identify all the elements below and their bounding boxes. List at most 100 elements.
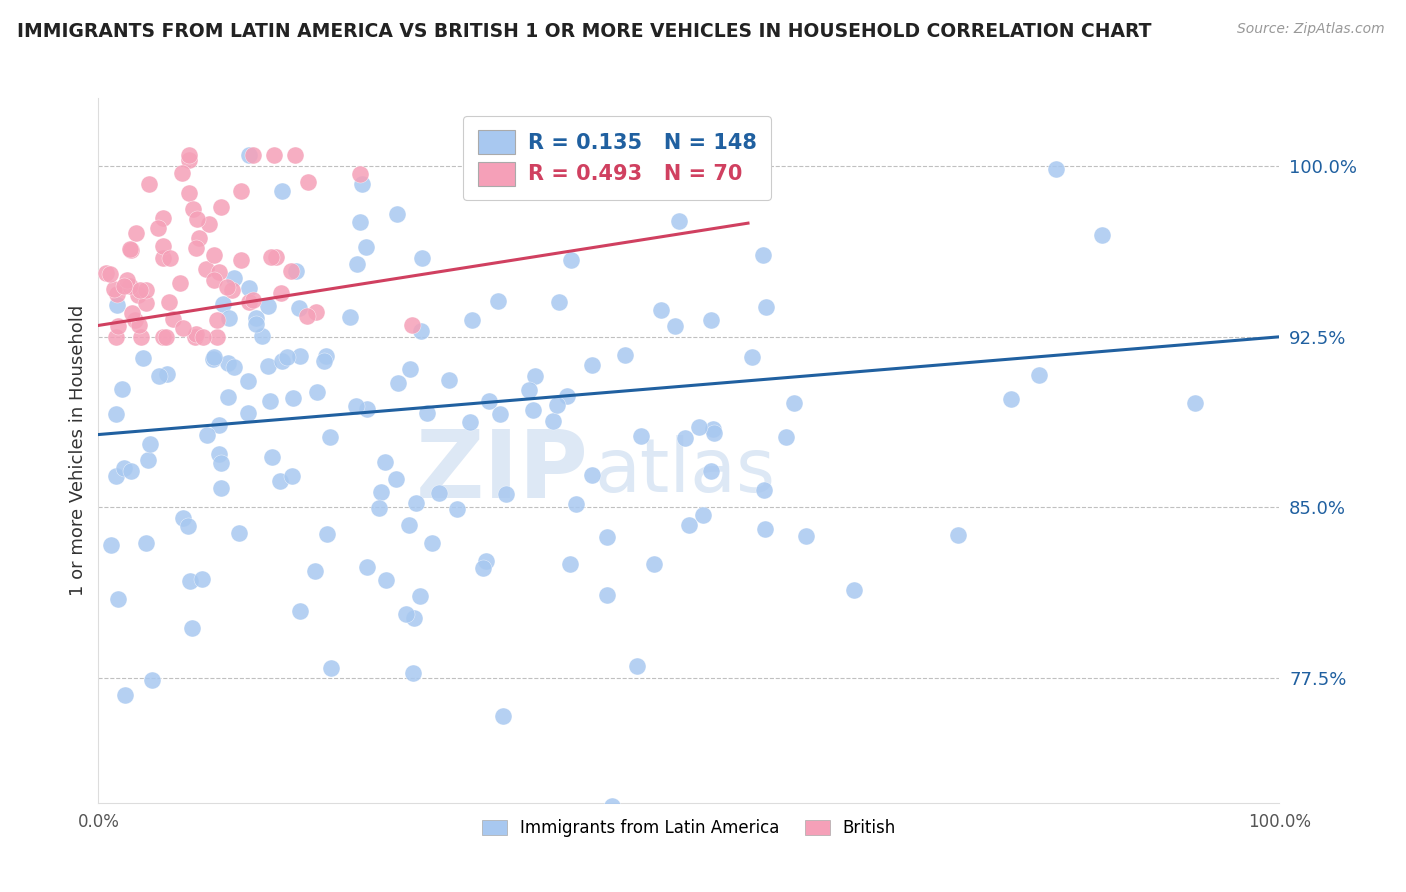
Point <box>295 309 318 323</box>
Point <box>842 582 865 597</box>
Point <box>181 202 204 216</box>
Point <box>152 252 174 266</box>
Point <box>105 468 128 483</box>
Point <box>135 535 157 549</box>
Point <box>703 426 725 441</box>
Point <box>155 330 177 344</box>
Point <box>159 252 181 266</box>
Point <box>217 390 239 404</box>
Point <box>217 356 239 370</box>
Point <box>215 280 238 294</box>
Point <box>664 319 686 334</box>
Point <box>259 393 281 408</box>
Point <box>489 407 512 421</box>
Point <box>284 148 307 162</box>
Point <box>522 402 544 417</box>
Point <box>346 257 368 271</box>
Point <box>492 709 515 723</box>
Point <box>319 430 342 444</box>
Point <box>439 373 461 387</box>
Point <box>783 395 806 409</box>
Point <box>339 310 361 324</box>
Point <box>260 450 283 464</box>
Point <box>409 589 432 603</box>
Point <box>596 530 619 544</box>
Point <box>395 607 418 622</box>
Point <box>105 298 128 312</box>
Point <box>135 283 157 297</box>
Point <box>546 398 568 412</box>
Point <box>184 326 207 341</box>
Point <box>600 798 623 813</box>
Point <box>209 200 232 214</box>
Point <box>269 475 291 489</box>
Point <box>460 415 482 429</box>
Point <box>495 487 517 501</box>
Point <box>209 456 232 470</box>
Point <box>221 284 243 298</box>
Point <box>172 510 194 524</box>
Point <box>229 184 252 198</box>
Point <box>138 177 160 191</box>
Point <box>242 148 264 162</box>
Point <box>120 464 142 478</box>
Point <box>374 455 396 469</box>
Point <box>398 518 420 533</box>
Point <box>121 306 143 320</box>
Point <box>692 508 714 523</box>
Point <box>224 359 246 374</box>
Point <box>420 536 443 550</box>
Point <box>270 354 292 368</box>
Point <box>387 376 409 390</box>
Point <box>202 273 225 287</box>
Point <box>486 293 509 308</box>
Point <box>208 265 231 279</box>
Point <box>288 301 311 315</box>
Point <box>156 367 179 381</box>
Point <box>1184 396 1206 410</box>
Point <box>148 368 170 383</box>
Point <box>700 312 723 326</box>
Point <box>304 564 326 578</box>
Point <box>314 354 336 368</box>
Point <box>315 349 337 363</box>
Point <box>250 329 273 343</box>
Point <box>751 248 773 262</box>
Point <box>238 405 260 419</box>
Point <box>283 391 305 405</box>
Point <box>238 281 260 295</box>
Point <box>202 248 225 262</box>
Point <box>218 310 240 325</box>
Point <box>596 588 619 602</box>
Point <box>105 407 128 421</box>
Point <box>197 217 219 231</box>
Point <box>475 554 498 568</box>
Point <box>231 252 253 267</box>
Point <box>754 522 776 536</box>
Point <box>402 666 425 681</box>
Point <box>543 414 565 428</box>
Point <box>207 330 229 344</box>
Point <box>152 239 174 253</box>
Point <box>276 351 298 365</box>
Point <box>630 428 652 442</box>
Point <box>349 167 371 181</box>
Point <box>105 287 128 301</box>
Point <box>236 374 259 388</box>
Point <box>297 175 319 189</box>
Point <box>177 148 200 162</box>
Point <box>643 558 665 572</box>
Point <box>202 350 225 364</box>
Point <box>112 461 135 475</box>
Point <box>179 153 201 167</box>
Point <box>374 573 396 587</box>
Point <box>238 295 260 310</box>
Point <box>152 211 174 225</box>
Point <box>107 318 129 333</box>
Point <box>461 312 484 326</box>
Point <box>385 207 408 221</box>
Point <box>270 285 292 300</box>
Y-axis label: 1 or more Vehicles in Household: 1 or more Vehicles in Household <box>69 305 87 596</box>
Point <box>581 358 603 372</box>
Point <box>112 279 135 293</box>
